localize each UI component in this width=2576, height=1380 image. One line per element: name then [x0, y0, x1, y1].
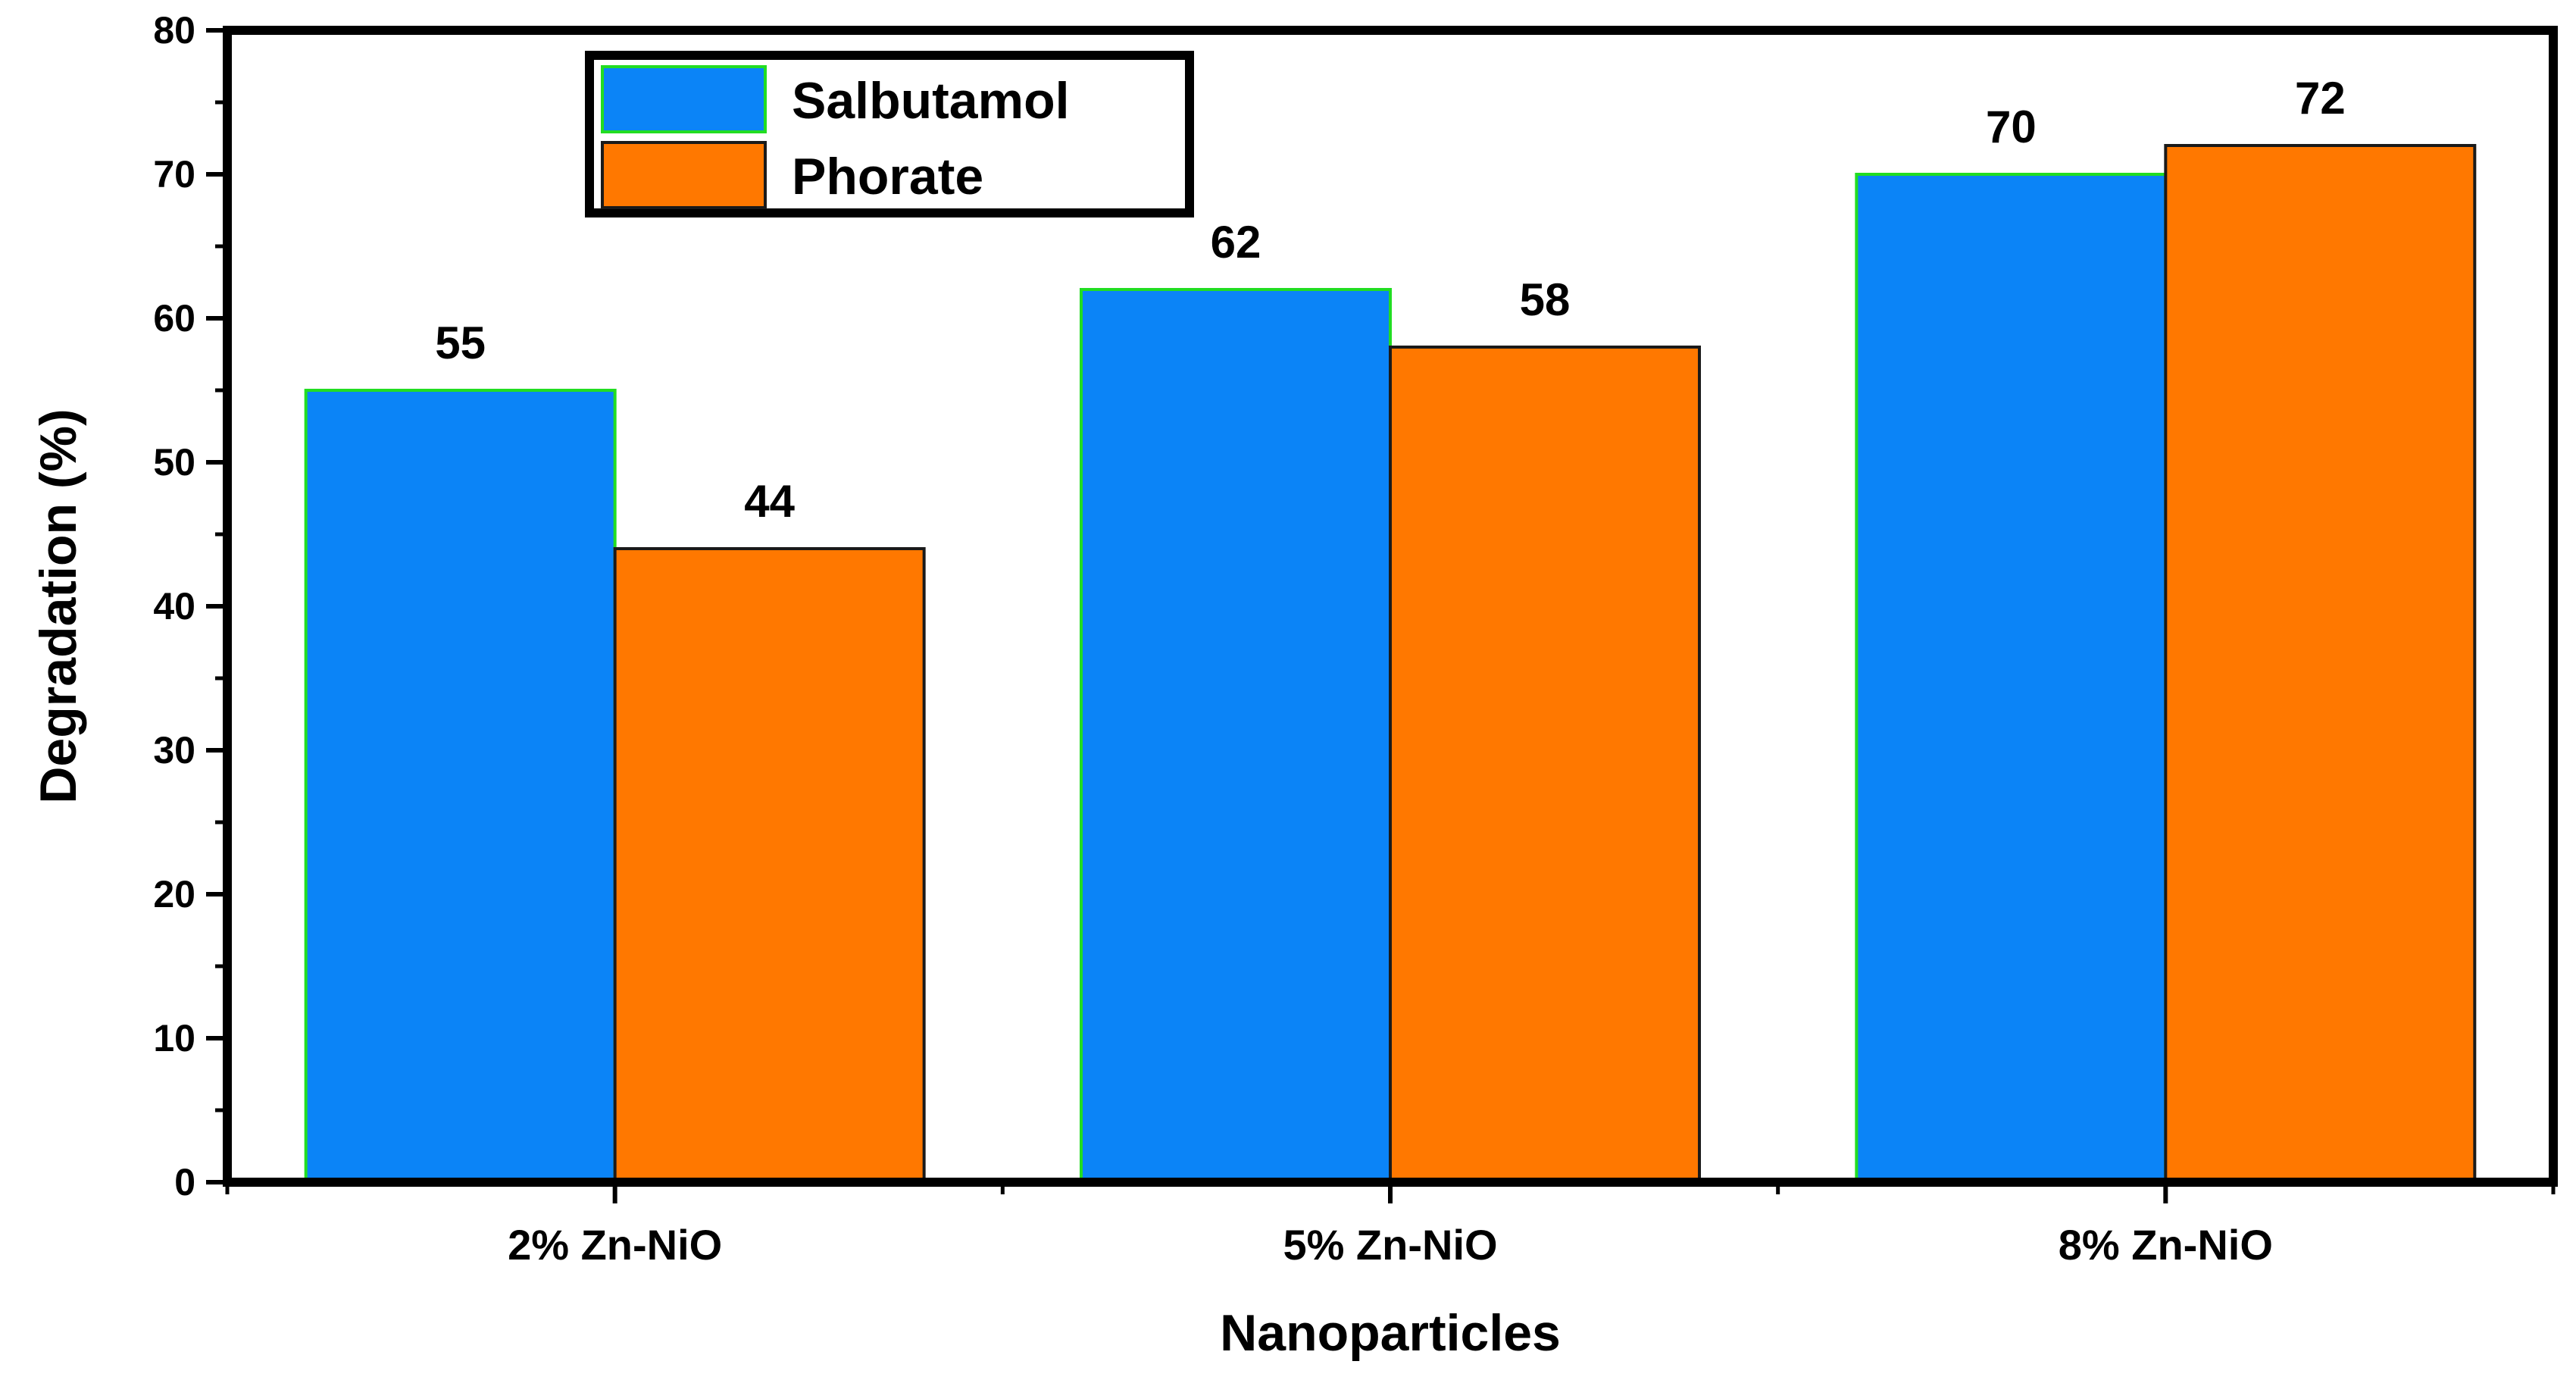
data-label-salbutamol-2-zn-nio: 55	[435, 318, 486, 368]
data-label-phorate-5-zn-nio: 58	[1520, 274, 1571, 325]
y-tick-label-60: 60	[153, 297, 195, 340]
bar-salbutamol-8-zn-nio	[1855, 173, 2168, 1184]
bar-phorate-8-zn-nio	[2164, 144, 2477, 1184]
y-tick-label-40: 40	[153, 585, 195, 627]
data-label-salbutamol-5-zn-nio: 62	[1211, 217, 1261, 268]
legend-label-phorate: Phorate	[792, 148, 983, 205]
bar-salbutamol-5-zn-nio	[1080, 288, 1392, 1184]
bars-group	[304, 144, 2477, 1184]
y-tick-label-50: 50	[153, 441, 195, 483]
x-tick-label-8-zn-nio: 8% Zn-NiO	[2059, 1221, 2273, 1269]
y-axis: 0 10 20 30 40 50 60 70 80	[153, 9, 227, 1203]
y-tick-label-70: 70	[153, 153, 195, 196]
data-label-phorate-2-zn-nio: 44	[744, 476, 795, 527]
y-tick-label-0: 0	[174, 1161, 195, 1203]
x-tick-label-2-zn-nio: 2% Zn-NiO	[508, 1221, 722, 1269]
x-tick-label-5-zn-nio: 5% Zn-NiO	[1283, 1221, 1497, 1269]
x-axis-title: Nanoparticles	[1220, 1304, 1561, 1362]
legend-label-salbutamol: Salbutamol	[792, 72, 1070, 130]
legend-swatch-phorate	[601, 141, 767, 209]
bar-phorate-2-zn-nio	[613, 547, 926, 1184]
bar-phorate-5-zn-nio	[1389, 346, 1701, 1184]
legend: Salbutamol Phorate	[585, 51, 1194, 217]
y-axis-title: Degradation (%)	[30, 408, 87, 803]
y-tick-label-30: 30	[153, 729, 195, 771]
data-label-salbutamol-8-zn-nio: 70	[1986, 102, 2037, 152]
data-label-phorate-8-zn-nio: 72	[2295, 73, 2346, 124]
bar-salbutamol-2-zn-nio	[304, 389, 617, 1184]
data-labels-group: 55 44 62 58 70 72	[435, 73, 2345, 527]
y-tick-label-10: 10	[153, 1017, 195, 1059]
legend-swatch-salbutamol	[601, 65, 767, 133]
y-tick-label-20: 20	[153, 873, 195, 915]
y-tick-label-80: 80	[153, 9, 195, 52]
x-axis: 2% Zn-NiO 5% Zn-NiO 8% Zn-NiO	[225, 1182, 2556, 1269]
